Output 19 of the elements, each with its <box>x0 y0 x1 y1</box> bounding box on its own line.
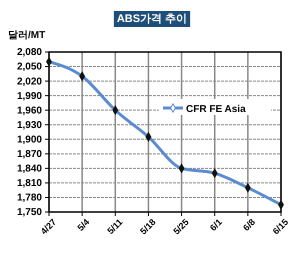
y-tick-label: 1,840 <box>16 164 42 175</box>
y-tick-label: 1,750 <box>16 207 42 218</box>
chart-title: ABS가격 추이 <box>116 13 188 25</box>
y-tick-label: 1,780 <box>16 192 42 204</box>
y-axis-title: 달러/MT <box>8 30 46 41</box>
x-tick-label: 6/8 <box>241 216 258 233</box>
y-tick-label: 2,020 <box>16 76 42 88</box>
x-tick-label: 5/4 <box>75 216 92 233</box>
y-tick-label: 1,900 <box>16 134 42 146</box>
y-tick-label: 1,870 <box>16 149 42 160</box>
y-tick-label: 2,080 <box>16 47 42 58</box>
x-tick-label: 5/11 <box>105 216 124 236</box>
x-tick-label: 6/1 <box>208 216 224 233</box>
y-tick-label: 1,810 <box>16 178 42 190</box>
y-tick-label: 2,050 <box>16 62 42 73</box>
legend-label: CFR FE Asia <box>186 104 246 115</box>
y-tick-label: 1,930 <box>16 120 42 131</box>
y-tick-label: 1,990 <box>16 90 42 102</box>
y-tick-label: 1,960 <box>16 105 42 116</box>
